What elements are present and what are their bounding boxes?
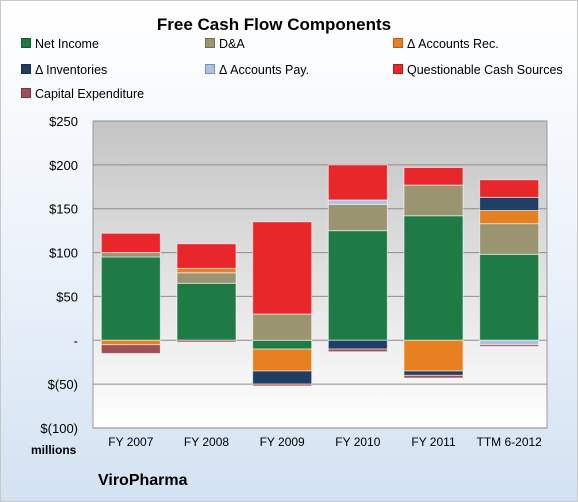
x-tick-label: FY 2007 [108, 435, 153, 449]
bar-segment [403, 339, 464, 372]
bar-segment [176, 282, 237, 341]
chart-title: Free Cash Flow Components [156, 15, 392, 34]
y-tick-label: $(50) [48, 377, 78, 392]
bar-segment [403, 374, 464, 379]
bar-segment [100, 344, 161, 354]
bar-segment [327, 348, 388, 353]
bar-segment [252, 383, 313, 387]
y-tick-label: $100 [49, 246, 78, 261]
legend-item: Δ Inventories [21, 63, 107, 79]
bar-segment [403, 215, 464, 341]
bar-segment [479, 344, 540, 347]
legend-swatch [393, 64, 403, 74]
bar-segment [479, 339, 540, 346]
legend-label: Δ Inventories [35, 63, 108, 77]
bar-segment [252, 348, 313, 372]
x-tick-label: TTM 6-2012 [476, 435, 542, 449]
legend-swatch [21, 88, 31, 98]
y-tick-label: $250 [49, 114, 78, 129]
x-tick-label: FY 2011 [411, 435, 456, 449]
legend-item: Δ Accounts Rec. [393, 37, 499, 53]
legend-item: Capital Expenditure [21, 87, 144, 103]
bar-segment [479, 253, 540, 341]
legend-swatch [21, 64, 31, 74]
legend-item: Net Income [21, 37, 99, 53]
bar-segment [479, 223, 540, 255]
legend-swatch [393, 38, 403, 48]
legend-swatch [205, 38, 215, 48]
bar-segment [327, 203, 388, 232]
y-tick-label: $(100) [40, 421, 78, 436]
legend-swatch [21, 38, 31, 48]
bar-segment [252, 313, 313, 341]
bar-segment [327, 199, 388, 205]
bar-segment [100, 339, 161, 346]
x-tick-label: FY 2008 [184, 435, 229, 449]
legend-item: D&A [205, 37, 245, 53]
legend-item: Questionable Cash Sources [393, 63, 563, 79]
legend-label: Δ Accounts Rec. [407, 37, 499, 51]
bar-segment [176, 272, 237, 284]
bar-segment [176, 243, 237, 269]
x-tick-label: FY 2010 [335, 435, 380, 449]
legend-label: D&A [219, 37, 245, 51]
company-label: ViroPharma [98, 472, 188, 489]
legend-label: Net Income [35, 37, 99, 51]
bar-segment [403, 184, 464, 217]
legend-swatch [205, 64, 215, 74]
y-tick-label: $150 [49, 202, 78, 217]
legend-item: Δ Accounts Pay. [205, 63, 309, 79]
bar-segment [252, 339, 313, 350]
bar-segment [176, 267, 237, 274]
legend-label: Capital Expenditure [35, 87, 145, 101]
legend-label: Δ Accounts Pay. [219, 63, 310, 77]
y-tick-label: $200 [49, 158, 78, 173]
bar-segment [252, 221, 313, 315]
plot-background [92, 120, 548, 429]
bar-segment [403, 166, 464, 186]
y-tick-label: $50 [56, 289, 78, 304]
bar-segment [479, 209, 540, 225]
bar-segment [176, 339, 237, 343]
bar-segment [327, 164, 388, 201]
legend-label: Questionable Cash Sources [407, 63, 563, 77]
bar-segment [479, 196, 540, 211]
y-tick-label: - [74, 333, 78, 348]
x-tick-label: FY 2009 [260, 435, 305, 449]
bar-segment [327, 339, 388, 350]
bar-segment [403, 370, 464, 376]
bar-segment [252, 370, 313, 385]
bar-segment [100, 232, 161, 254]
bar-segment [100, 252, 161, 258]
bar-segment [100, 256, 161, 341]
unit-label: millions [31, 443, 77, 457]
bar-segment [327, 230, 388, 341]
bar-segment [479, 179, 540, 198]
